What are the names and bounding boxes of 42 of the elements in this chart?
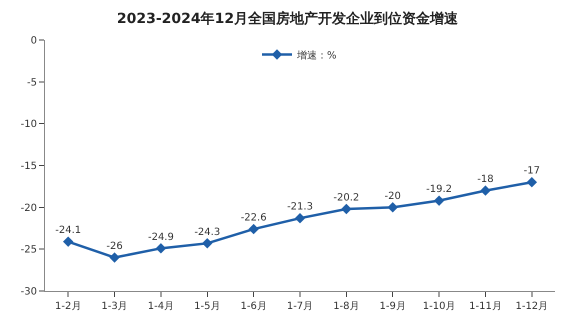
data-label: -24.1 [55, 225, 82, 236]
x-tick-label: 1-6月 [240, 301, 267, 312]
point [156, 243, 166, 254]
data-label: -24.9 [148, 232, 174, 243]
point [434, 195, 444, 206]
x-tick-label: 1-11月 [469, 301, 502, 312]
point [109, 252, 120, 263]
point [294, 213, 306, 224]
data-label: -22.6 [240, 212, 267, 224]
x-tick-label: 1-9月 [380, 301, 406, 312]
point [248, 224, 259, 234]
point [341, 204, 352, 214]
data-label: -20.2 [333, 192, 360, 204]
data-label: -19.2 [426, 184, 452, 196]
x-tick-label: 1-2月 [55, 301, 82, 312]
x-tick-label: 1-12月 [515, 301, 548, 312]
data-label: -20 [384, 190, 401, 202]
x-tick-label: 1-8月 [333, 301, 360, 312]
x-tick-label: 1-7月 [286, 301, 314, 312]
y-tick-label: 0 [30, 36, 37, 46]
point [388, 202, 398, 213]
x-tick-label: 1-3月 [101, 301, 128, 312]
data-label: -24.3 [194, 226, 220, 238]
chart-title: 2023-2024年12月全国房地产开发企业到位资金增速 [116, 10, 460, 27]
point [62, 236, 74, 247]
data-label: -18 [477, 174, 494, 186]
y-tick-label: -5 [27, 77, 37, 88]
data-label: -21.3 [287, 202, 313, 213]
legend-label: 增速：% [296, 49, 337, 62]
data-label: -26 [106, 241, 123, 252]
x-tick-label: 1-5月 [194, 301, 220, 312]
data-label: -17 [524, 166, 540, 177]
x-tick-label: 1-4月 [148, 301, 174, 312]
x-tick-label: 1-10月 [422, 301, 456, 312]
point [202, 238, 212, 249]
y-tick-label: -10 [20, 119, 37, 130]
y-tick-label: -20 [20, 202, 37, 214]
y-tick-label: -15 [20, 161, 37, 172]
y-tick-label: -30 [20, 286, 37, 298]
y-tick-label: -25 [20, 244, 37, 256]
point [526, 177, 538, 188]
point [480, 185, 491, 196]
